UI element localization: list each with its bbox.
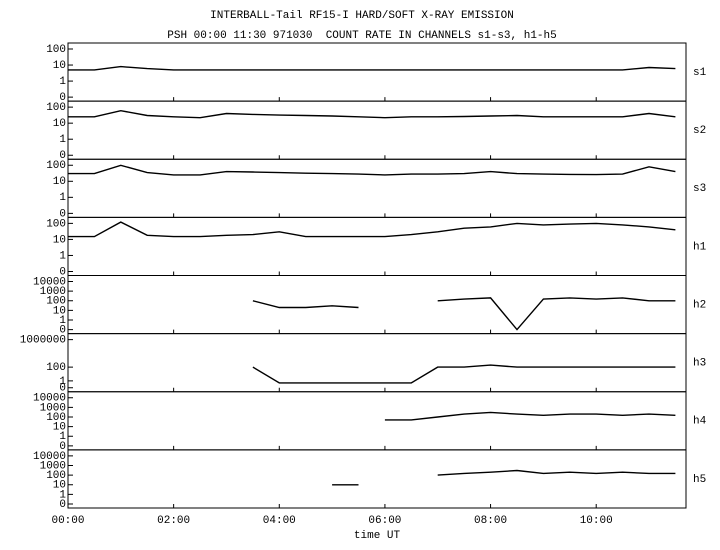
y-tick-label: 0 [59, 325, 66, 337]
y-tick-label: 10 [53, 60, 66, 72]
y-tick-label: 100 [46, 470, 66, 482]
y-tick-label: 1 [59, 376, 66, 388]
x-tick-label: 08:00 [474, 515, 507, 527]
y-tick-label: 0 [59, 150, 66, 162]
panel-label: s3 [693, 183, 706, 195]
y-tick-label: 1000 [40, 286, 66, 298]
y-tick-label: 1 [59, 192, 66, 204]
y-tick-label: 1 [59, 489, 66, 501]
y-tick-label: 10 [53, 176, 66, 188]
panel-frame [67, 391, 687, 451]
y-tick-label: 0 [59, 208, 66, 220]
y-tick-label: 100 [46, 296, 66, 308]
y-tick-label: 100 [46, 362, 66, 374]
panel-label: h1 [693, 241, 707, 253]
y-tick-label: 10 [53, 234, 66, 246]
series-line [252, 297, 676, 331]
y-tick-label: 100 [46, 102, 66, 114]
series-line [384, 411, 676, 421]
y-tick-label: 100 [46, 412, 66, 424]
x-tick-label: 02:00 [157, 515, 190, 527]
panel-frame [67, 42, 687, 102]
series-line [68, 65, 676, 71]
chart-subtitle: PSH 00:00 11:30 971030 COUNT RATE IN CHA… [167, 30, 556, 42]
series-line [68, 109, 676, 119]
y-tick-label: 10 [53, 305, 66, 317]
y-tick-label: 1 [59, 431, 66, 443]
y-tick-label: 100 [46, 218, 66, 230]
x-tick-label: 04:00 [263, 515, 296, 527]
y-tick-label: 0 [59, 383, 66, 395]
y-tick-label: 1 [59, 250, 66, 262]
y-tick-label: 0 [59, 266, 66, 278]
panel-frame [67, 449, 687, 509]
panel-label: s2 [693, 125, 706, 137]
y-tick-label: 1000 [40, 402, 66, 414]
panel-label: h3 [693, 358, 706, 370]
y-tick-label: 1 [59, 76, 66, 88]
panel-label: h2 [693, 299, 706, 311]
y-tick-label: 100 [46, 160, 66, 172]
y-tick-label: 0 [59, 92, 66, 104]
panel-frame [67, 158, 687, 218]
y-tick-label: 1 [59, 134, 66, 146]
panel-frame [67, 100, 687, 160]
y-tick-label: 10 [53, 480, 66, 492]
chart-title: INTERBALL-Tail RF15-I HARD/SOFT X-RAY EM… [210, 10, 514, 22]
y-tick-label: 10 [53, 118, 66, 130]
x-tick-label: 00:00 [51, 515, 84, 527]
y-tick-label: 10000 [33, 393, 66, 405]
y-tick-label: 10000 [33, 276, 66, 288]
x-tick-label: 06:00 [368, 515, 401, 527]
y-tick-label: 10 [53, 422, 66, 434]
panel-frame [67, 216, 687, 276]
x-tick-label: 10:00 [580, 515, 613, 527]
y-tick-label: 10000 [33, 451, 66, 463]
y-tick-label: 1000000 [20, 335, 66, 347]
panel-label: h5 [693, 474, 706, 486]
y-tick-label: 0 [59, 441, 66, 453]
series-line [68, 221, 676, 238]
y-tick-label: 1000 [40, 460, 66, 472]
y-tick-label: 1 [59, 315, 66, 327]
panel-label: h4 [693, 416, 707, 428]
series-line [252, 364, 676, 384]
series-line [68, 164, 676, 176]
x-axis-label: time UT [354, 530, 401, 542]
panel-label: s1 [693, 67, 707, 79]
series-line [332, 469, 676, 486]
y-tick-label: 0 [59, 499, 66, 511]
y-tick-label: 100 [46, 44, 66, 56]
panel-frame [67, 275, 687, 335]
